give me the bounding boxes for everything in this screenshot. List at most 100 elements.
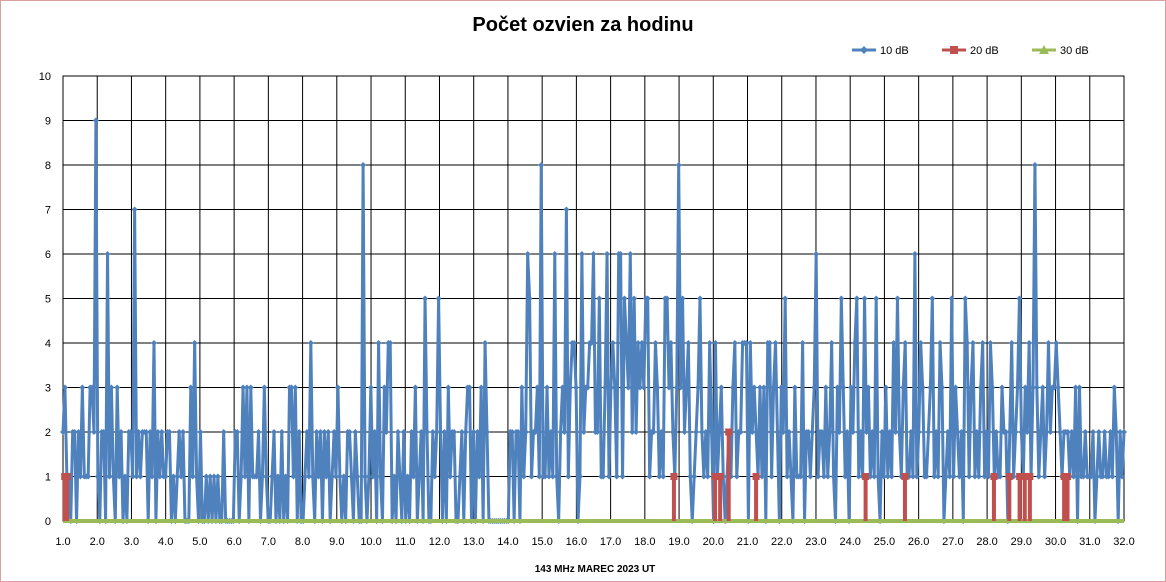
series-10db-point <box>681 429 688 435</box>
series-10db-point <box>214 473 221 480</box>
series-10db-point <box>352 429 359 435</box>
y-tick-label: 9 <box>45 116 51 128</box>
series-10db-point <box>135 429 142 435</box>
series-10db-point <box>520 473 527 480</box>
series-10db-point <box>946 473 953 480</box>
series-10db-point <box>787 473 794 480</box>
series-10db-point <box>156 473 163 480</box>
series-10db-point <box>191 340 198 346</box>
series-10db-point <box>542 473 549 480</box>
series-10db-point <box>743 340 750 346</box>
series-10db-point <box>1111 384 1118 391</box>
series-10db-point <box>627 251 634 257</box>
series-10db-point <box>667 340 674 346</box>
series-10db-point <box>768 473 775 480</box>
series-10db-point <box>133 473 140 480</box>
series-10db-point <box>646 473 653 480</box>
y-tick-label: 10 <box>39 71 51 83</box>
series-10db-point <box>116 473 123 480</box>
series-10db-point <box>950 473 957 480</box>
series-10db-point <box>445 384 452 391</box>
series-10db-point <box>94 473 101 480</box>
series-10db-point <box>394 429 401 435</box>
series-10db-point <box>871 473 878 480</box>
x-tick-label: 27.0 <box>942 536 963 548</box>
series-10db-point <box>1070 473 1077 480</box>
series-20db-point <box>63 473 71 480</box>
series-10db-point <box>826 429 833 435</box>
x-tick-label: 7.0 <box>261 536 276 548</box>
series-10db-point <box>969 340 976 346</box>
series-10db-point <box>433 429 440 435</box>
series-10db-point <box>458 429 465 435</box>
series-10db-point <box>805 429 812 435</box>
series-10db-point <box>336 473 343 480</box>
series-10db-point <box>815 473 822 480</box>
axis-tick-labels: 0 1 2 3 4 5 6 7 8 9 10 1.0 2.0 3.0 4.0 5.0 6.0 7.0 8.0 9.0 1… <box>39 71 1135 548</box>
chart-title: Počet ozvien za hodinu <box>472 14 694 36</box>
series-20db-point <box>990 473 998 480</box>
series-10db-point <box>1031 162 1038 168</box>
x-tick-label: 23.0 <box>805 536 826 548</box>
series-10db-point <box>422 295 429 302</box>
series-10db-point <box>956 473 963 480</box>
series-10db-point <box>880 473 887 480</box>
series-10db-point <box>259 473 266 480</box>
series-10db-point <box>1072 384 1079 391</box>
series-10db-point <box>234 429 241 435</box>
legend-label: 30 dB <box>1060 45 1089 57</box>
series-10db-point <box>640 384 647 391</box>
series-10db-point <box>576 473 583 480</box>
series-10db-point <box>323 473 330 480</box>
series-10db-point <box>849 429 856 435</box>
series-20db-point <box>1005 473 1013 480</box>
series-10db-point <box>1008 340 1015 346</box>
series-10db-point <box>971 473 978 480</box>
series-10db-point <box>594 429 601 435</box>
x-tick-label: 31.0 <box>1079 536 1100 548</box>
series-10db-point <box>241 473 248 480</box>
series-10db-point <box>611 384 618 391</box>
series-10db-point <box>919 384 926 391</box>
series-10db-point <box>964 340 971 346</box>
series-10db-point <box>518 384 525 391</box>
series-10db-point <box>410 473 417 480</box>
series-10db-point <box>1107 429 1114 435</box>
series-10db-point <box>375 340 382 346</box>
series-10db-point <box>933 429 940 435</box>
series-10db-point <box>673 384 680 391</box>
series-10db-point <box>884 473 891 480</box>
series-10db-point <box>656 473 663 480</box>
series-10db-point <box>127 429 134 435</box>
x-tick-label: 29.0 <box>1011 536 1032 548</box>
series-10db-point <box>1117 429 1124 435</box>
series-10db-point <box>1002 429 1009 435</box>
series-10db-point <box>313 429 320 435</box>
x-tick-label: 1.0 <box>55 536 70 548</box>
series-10db-point <box>362 473 369 480</box>
series-10db-point <box>890 340 897 346</box>
x-tick-label: 18.0 <box>634 536 655 548</box>
series-10db-point <box>526 295 533 302</box>
series-10db-point <box>747 340 754 346</box>
series-20db-point <box>716 473 724 480</box>
series-10db-point <box>675 162 682 168</box>
series-10db-point <box>1076 384 1083 391</box>
series-10db-point <box>271 429 278 435</box>
series-10db-point <box>1064 429 1071 435</box>
x-axis-label: 143 MHz MAREC 2023 UT <box>535 564 656 575</box>
series-10db-point <box>1051 384 1058 391</box>
series-10db-point <box>278 429 285 435</box>
series-10db-point <box>162 473 169 480</box>
series-10db-point <box>629 429 636 435</box>
series-10db-point <box>538 162 545 168</box>
series-10db-point <box>757 384 764 391</box>
series-10db-point <box>853 295 860 302</box>
y-tick-label: 2 <box>45 427 51 439</box>
series-10db-point <box>824 473 831 480</box>
x-tick-label: 28.0 <box>976 536 997 548</box>
series-10db-point <box>158 429 165 435</box>
series-10db-point <box>193 473 200 480</box>
series-10db-point <box>822 384 829 391</box>
series-10db-point <box>238 473 245 480</box>
